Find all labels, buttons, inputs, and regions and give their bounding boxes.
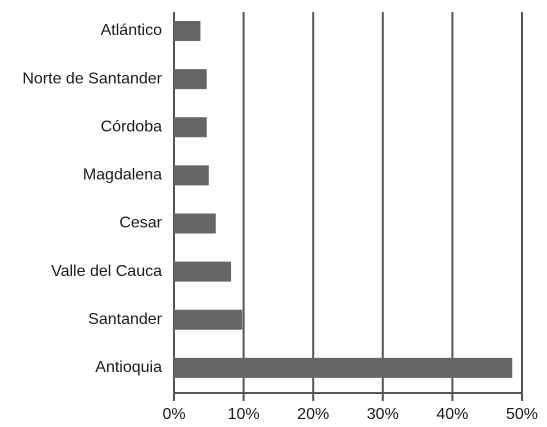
bar [174,261,232,282]
bar [174,165,209,186]
x-tick-label: 30% [367,406,399,423]
x-tick-label: 40% [436,406,468,423]
y-tick-label: Norte de Santander [22,70,162,87]
y-tick-label: Magdalena [83,167,162,184]
y-tick-label: Córdoba [101,118,162,135]
y-tick-label: Antioquia [95,359,162,376]
bar [174,309,243,330]
bar [174,117,207,138]
bar [174,21,201,41]
x-tick-label: 50% [506,406,538,423]
y-tick-label: Atlántico [101,22,162,39]
y-tick-label: Santander [88,311,163,328]
bar [174,69,207,90]
bar [174,357,513,378]
bar [174,213,216,234]
x-tick-label: 10% [228,406,260,423]
x-tick-label: 0% [162,406,185,423]
x-tick-label: 20% [297,406,329,423]
y-tick-label: Cesar [119,215,162,232]
y-tick-label: Valle del Cauca [51,263,162,280]
